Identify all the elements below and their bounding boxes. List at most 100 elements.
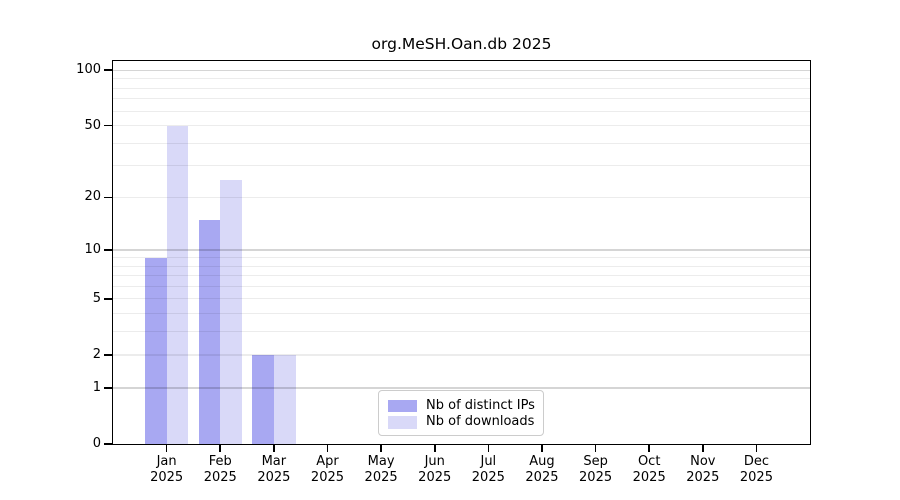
x-tick-label-sep: Sep 2025	[564, 454, 628, 485]
gridline-minor	[113, 87, 810, 89]
gridline-minor	[113, 275, 810, 277]
y-axis: 0 1 2 5 10 20 50 100	[0, 61, 112, 451]
y-tick-mark	[104, 354, 112, 356]
plot-area: Nb of distinct IPs Nb of downloads	[113, 61, 810, 444]
x-tick-month: Aug	[529, 454, 555, 469]
gridline-minor	[113, 165, 810, 167]
gridline-minor	[113, 298, 810, 300]
x-tick-month: Mar	[261, 454, 287, 469]
gridline-minor	[113, 331, 810, 333]
gridline-minor	[113, 125, 810, 127]
x-tick-month: Sep	[583, 454, 608, 469]
y-tick-mark	[104, 387, 112, 389]
x-tick-year: 2025	[525, 469, 559, 485]
bar-distinct-ips-jan	[144, 257, 167, 444]
y-tick-label: 100	[76, 62, 101, 78]
y-tick-mark	[104, 124, 112, 127]
x-tick-month: Jan	[156, 454, 177, 469]
x-tick-month: Dec	[743, 454, 770, 469]
gridline-minor	[113, 110, 810, 112]
y-tick-mark	[104, 298, 112, 300]
x-axis: Jan 2025 Feb 2025 Mar 2025 Apr 2025 May 2025 Jun 20…	[113, 444, 810, 498]
gridline-minor	[113, 313, 810, 315]
y-tick-mark	[104, 443, 112, 445]
x-tick-year: 2025	[257, 469, 291, 485]
x-tick-mark	[594, 445, 597, 452]
x-tick-mark	[755, 445, 758, 452]
chart-title: org.MeSH.Oan.db 2025	[371, 35, 552, 53]
y-tick-label: 20	[84, 189, 101, 205]
y-tick-label: 5	[92, 290, 101, 306]
x-tick-label-mar: Mar 2025	[242, 454, 306, 485]
legend-swatch-distinct-ips	[388, 399, 417, 412]
y-tick-mark	[104, 69, 112, 72]
x-tick-year: 2025	[471, 469, 505, 485]
x-tick-mark	[219, 445, 222, 452]
legend-swatch-downloads	[388, 416, 417, 429]
legend-entry-distinct-ips: Nb of distinct IPs	[388, 397, 535, 415]
bar-distinct-ips-feb	[198, 219, 221, 444]
gridline-minor	[113, 265, 810, 267]
gridline-minor	[113, 142, 810, 144]
x-tick-year: 2025	[739, 469, 773, 485]
x-tick-month: Apr	[316, 454, 339, 469]
x-tick-month: Nov	[690, 454, 716, 469]
legend-label-downloads: Nb of downloads	[426, 414, 535, 430]
x-tick-year: 2025	[418, 469, 452, 485]
y-tick-label: 10	[84, 241, 101, 257]
x-tick-month: May	[367, 454, 395, 469]
y-tick-mark	[104, 249, 112, 251]
x-tick-mark	[273, 445, 275, 452]
x-tick-label-may: May 2025	[349, 454, 413, 485]
gridline-minor	[113, 78, 810, 80]
gridline-minor	[113, 196, 810, 199]
gridline-minor	[113, 98, 810, 100]
x-tick-mark	[165, 445, 168, 452]
legend-entry-downloads: Nb of downloads	[388, 414, 534, 431]
y-tick-label: 2	[92, 347, 101, 363]
x-tick-label-nov: Nov 2025	[671, 454, 735, 485]
legend: Nb of distinct IPs Nb of downloads	[378, 390, 544, 436]
y-tick-label: 50	[84, 117, 101, 133]
x-tick-year: 2025	[579, 469, 613, 485]
x-tick-label-feb: Feb 2025	[188, 454, 252, 485]
bar-distinct-ips-mar	[252, 355, 274, 444]
y-tick-label: 1	[92, 379, 101, 395]
x-tick-month: Jun	[424, 454, 445, 469]
gridline-major	[113, 387, 810, 389]
x-tick-mark	[487, 445, 490, 452]
x-tick-label-aug: Aug 2025	[510, 454, 574, 485]
x-tick-year: 2025	[686, 469, 720, 485]
x-tick-label-oct: Oct 2025	[617, 454, 681, 485]
legend-label-distinct-ips: Nb of distinct IPs	[426, 397, 535, 413]
y-tick-label: 0	[92, 436, 101, 451]
x-tick-year: 2025	[310, 469, 345, 485]
gridline-minor	[113, 257, 810, 259]
x-tick-mark	[702, 445, 704, 452]
y-tick-mark	[104, 196, 112, 199]
gridline-minor	[113, 285, 810, 287]
x-tick-label-dec: Dec 2025	[724, 454, 788, 485]
x-tick-label-jan: Jan 2025	[135, 454, 199, 485]
x-tick-year: 2025	[150, 469, 184, 485]
x-tick-mark	[433, 445, 436, 452]
gridline-major	[113, 69, 810, 72]
bar-downloads-feb	[220, 180, 242, 444]
x-tick-mark	[326, 445, 329, 452]
x-tick-month: Jul	[480, 454, 497, 469]
x-tick-mark	[541, 445, 543, 452]
bar-downloads-mar	[273, 355, 296, 444]
gridline-minor	[113, 354, 810, 356]
bar-downloads-jan	[166, 125, 189, 444]
x-tick-label-jun: Jun 2025	[403, 454, 467, 485]
x-tick-year: 2025	[364, 469, 398, 485]
x-tick-year: 2025	[632, 469, 666, 485]
x-tick-month: Oct	[637, 454, 661, 469]
x-tick-year: 2025	[203, 469, 237, 485]
x-tick-mark	[648, 445, 650, 452]
x-tick-label-apr: Apr 2025	[295, 454, 359, 485]
gridline-major	[113, 249, 810, 251]
x-tick-month: Feb	[208, 454, 232, 469]
x-tick-label-jul: Jul 2025	[456, 454, 520, 485]
